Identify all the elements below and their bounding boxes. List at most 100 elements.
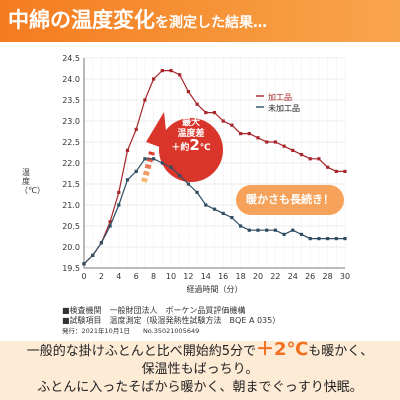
data-point <box>317 157 321 161</box>
data-point <box>308 157 312 161</box>
data-point <box>204 111 208 115</box>
data-point <box>239 224 243 228</box>
data-point <box>343 169 347 173</box>
data-point <box>317 237 321 241</box>
data-point <box>291 148 295 152</box>
data-point <box>117 203 121 207</box>
data-point <box>169 69 173 73</box>
message-accent: ＋2℃ <box>255 339 309 360</box>
data-point <box>221 119 225 123</box>
y-tick-label: 23.0 <box>62 117 80 126</box>
data-point <box>299 232 304 236</box>
data-point <box>308 237 312 241</box>
data-point <box>343 237 347 241</box>
data-point <box>143 157 147 161</box>
message-line2: 保温性もばっちり。 <box>141 362 259 377</box>
y-tick-label: 22.0 <box>62 159 80 168</box>
y-tick-label: 23.5 <box>62 96 80 105</box>
x-tick-label: 10 <box>166 272 176 281</box>
x-tick-label: 16 <box>218 272 228 281</box>
message-line3: ふとんに入ったそばから暖かく、朝までぐっすり快眠。 <box>37 380 363 395</box>
data-point <box>169 165 173 169</box>
message-line1: 一般的な掛けふとんと比べ開始約5分で＋2℃も暖かく、 <box>0 341 400 361</box>
y-tick-label: 21.5 <box>62 180 80 189</box>
data-point <box>212 111 217 115</box>
x-axis-label: 経過時間（分） <box>187 284 243 294</box>
diff-line2: 温度差 <box>177 129 205 139</box>
x-tick-label: 28 <box>323 272 333 281</box>
data-point <box>195 190 199 194</box>
data-point <box>212 207 217 211</box>
x-tick-label: 14 <box>201 272 211 281</box>
x-tick-label: 30 <box>340 272 350 281</box>
data-point <box>230 123 234 127</box>
data-point <box>256 136 260 140</box>
data-point <box>178 73 182 77</box>
diff-circle <box>159 118 223 182</box>
data-point <box>291 228 295 232</box>
data-point <box>247 228 251 232</box>
header-banner: 中綿の温度変化を測定した結果… <box>0 0 400 42</box>
data-point <box>265 228 269 232</box>
data-point <box>239 132 243 136</box>
data-point <box>99 241 103 245</box>
test-info: ■検査機関 一般財団法人 ボーケン品質評価機構 ■試験項目 温度測定（吸湿発熱性… <box>62 306 280 336</box>
data-point <box>178 174 182 178</box>
data-point <box>160 161 164 165</box>
diff-prefix: ＋約 <box>171 143 190 153</box>
data-point <box>282 144 286 148</box>
y-tick-label: 20.5 <box>62 222 80 231</box>
data-point <box>186 90 190 94</box>
legend-processed: 加工品 <box>268 93 292 102</box>
data-point <box>143 98 147 102</box>
message-line1-pre: 一般的な掛けふとんと比べ開始約5分で <box>26 344 256 359</box>
x-tick-label: 24 <box>288 272 298 281</box>
diff-value: 2 <box>189 136 200 154</box>
title-sub: を測定した結果… <box>155 15 267 31</box>
x-tick-label: 26 <box>305 272 315 281</box>
x-tick-label: 2 <box>99 272 104 281</box>
y-axis-label: 温度（℃） <box>20 168 45 195</box>
x-tick-label: 8 <box>151 272 156 281</box>
data-point <box>247 132 251 136</box>
data-point <box>125 178 130 182</box>
diff-line1: 最大 <box>181 118 200 128</box>
y-tick-label: 19.5 <box>62 264 80 273</box>
x-tick-label: 4 <box>116 272 121 281</box>
y-tick-label: 22.5 <box>62 138 80 147</box>
y-tick-label: 21.0 <box>62 201 80 210</box>
data-point <box>273 140 277 144</box>
max-diff-annotation: 最大 温度差 ＋約2℃ <box>162 118 220 154</box>
data-point <box>134 169 138 173</box>
title-main: 中綿の温度変化 <box>8 8 155 32</box>
data-point <box>117 190 121 194</box>
info-test-item: ■試験項目 温度測定（吸湿発熱性試験方法 BQE A 035） <box>62 316 281 325</box>
data-point <box>195 102 199 106</box>
data-point <box>221 211 225 215</box>
info-publication: 発行：2021年10月1日 No.35021005649 <box>62 327 200 335</box>
data-point <box>204 203 208 207</box>
data-point <box>326 165 330 169</box>
diff-arrow-tail <box>141 151 155 183</box>
diff-unit: ℃ <box>199 143 211 153</box>
data-point <box>152 77 156 81</box>
data-point <box>186 182 190 186</box>
data-point <box>282 232 286 236</box>
data-point <box>265 140 269 144</box>
x-tick-label: 12 <box>183 272 193 281</box>
data-point <box>152 157 156 161</box>
data-point <box>91 253 95 257</box>
y-tick-label: 24.0 <box>62 75 80 84</box>
data-point <box>334 237 338 241</box>
data-point <box>299 153 304 157</box>
data-point <box>273 228 277 232</box>
data-point <box>134 127 138 131</box>
long-lasting-callout: 暖かさも長続き！ <box>236 185 344 215</box>
data-point <box>334 169 338 173</box>
data-point <box>326 237 330 241</box>
x-tick-label: 18 <box>236 272 246 281</box>
x-tick-label: 6 <box>134 272 139 281</box>
legend-unprocessed: 未加工品 <box>268 104 300 113</box>
data-point <box>125 148 130 152</box>
x-tick-label: 20 <box>253 272 263 281</box>
